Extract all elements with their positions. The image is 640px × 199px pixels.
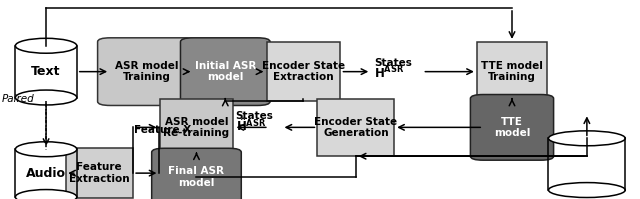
FancyBboxPatch shape — [317, 99, 394, 156]
Text: ASR model
Re-training: ASR model Re-training — [163, 117, 230, 138]
Ellipse shape — [15, 90, 77, 105]
Text: States: States — [374, 58, 412, 68]
Bar — [15, 149, 77, 197]
Text: Encoder State
Generation: Encoder State Generation — [314, 117, 397, 138]
FancyBboxPatch shape — [180, 38, 270, 105]
Ellipse shape — [15, 38, 77, 53]
FancyBboxPatch shape — [477, 42, 547, 101]
FancyBboxPatch shape — [152, 148, 241, 199]
Ellipse shape — [548, 183, 625, 197]
Text: TTE
model: TTE model — [494, 117, 530, 138]
FancyBboxPatch shape — [470, 95, 554, 160]
Bar — [15, 46, 77, 98]
Ellipse shape — [15, 142, 77, 157]
Text: $\mathbf{H}^{\mathbf{ASR}}$: $\mathbf{H}^{\mathbf{ASR}}$ — [374, 64, 404, 81]
Ellipse shape — [548, 131, 625, 146]
Text: Feature
Extraction: Feature Extraction — [69, 162, 129, 184]
FancyBboxPatch shape — [160, 99, 234, 156]
Text: Audio: Audio — [26, 167, 66, 180]
Bar — [548, 138, 625, 190]
FancyBboxPatch shape — [98, 38, 197, 105]
Text: Initial ASR
model: Initial ASR model — [195, 61, 256, 82]
FancyBboxPatch shape — [66, 148, 133, 198]
Text: Feature X: Feature X — [134, 125, 191, 135]
Text: $\mathbf{\hat{H}}^{\mathbf{ASR}}$: $\mathbf{\hat{H}}^{\mathbf{ASR}}$ — [236, 117, 266, 134]
Text: Final ASR
model: Final ASR model — [168, 166, 225, 188]
Text: Encoder State
Extraction: Encoder State Extraction — [262, 61, 345, 82]
FancyBboxPatch shape — [267, 42, 340, 101]
Text: ASR model
Training: ASR model Training — [115, 61, 179, 82]
Text: Paired: Paired — [2, 95, 35, 104]
Text: States: States — [236, 111, 273, 121]
Ellipse shape — [15, 189, 77, 199]
Text: TTE model
Training: TTE model Training — [481, 61, 543, 82]
Text: Text: Text — [31, 65, 61, 78]
